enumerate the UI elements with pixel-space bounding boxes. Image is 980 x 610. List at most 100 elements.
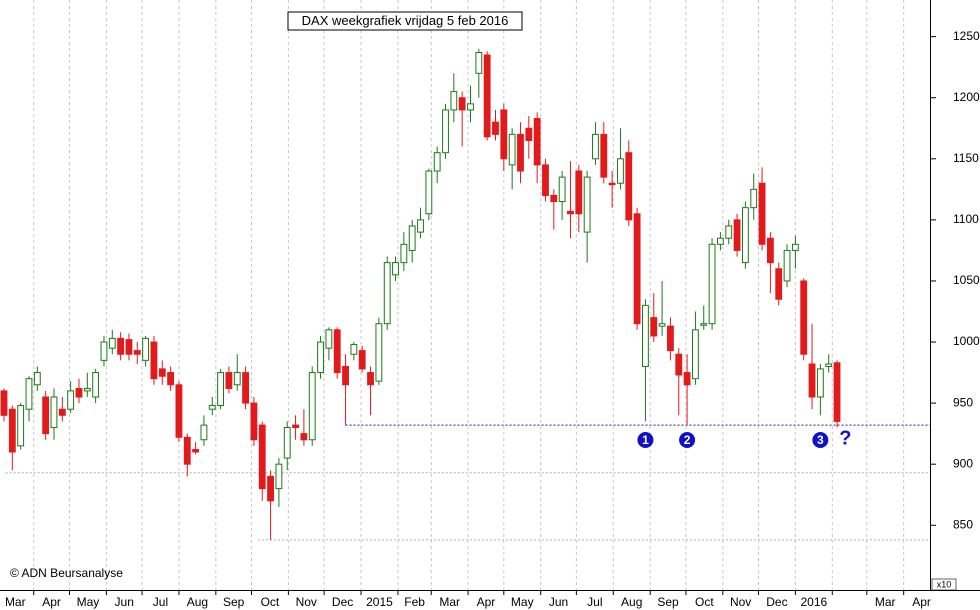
candle-body (716, 237, 724, 245)
candle-body (292, 424, 299, 429)
candle-body (267, 475, 274, 502)
candle-body (25, 378, 33, 410)
candle-body (542, 164, 549, 196)
candle-body (408, 225, 416, 251)
candle-body (658, 323, 666, 327)
x-tick-label: May (511, 595, 534, 609)
y-tick-label: 1150 (953, 151, 979, 165)
candle-body (217, 372, 225, 407)
candle-body (825, 363, 833, 367)
axis-multiplier: x10 (937, 579, 952, 589)
candle-body (642, 304, 649, 367)
candle-body (242, 372, 249, 404)
candle-body (567, 210, 574, 215)
x-tick-label: Apr (477, 595, 496, 609)
candle-body (175, 384, 183, 438)
y-tick-label: 1250 (953, 29, 980, 43)
candle-body (700, 323, 708, 326)
candle-body (675, 353, 683, 376)
candle-body (467, 103, 474, 111)
candle-body (708, 243, 716, 325)
candle-body (358, 350, 366, 370)
candle-body (608, 182, 616, 186)
candle-body (417, 219, 424, 233)
candle-body (550, 194, 558, 203)
candle-body (725, 225, 733, 239)
candle-body (383, 262, 391, 325)
candle-body (766, 237, 774, 264)
multiplier-box (931, 578, 957, 591)
x-tick-label: Jul (153, 595, 168, 609)
marker-label: 3 (817, 433, 824, 447)
candle-body (625, 152, 633, 221)
candle-body (317, 341, 324, 374)
candle-body (308, 372, 316, 441)
marker-circle (637, 432, 654, 448)
candle-body (300, 433, 308, 441)
x-tick-label: Jun (115, 595, 134, 609)
marker-circle (679, 432, 696, 448)
candle-body (142, 337, 150, 361)
x-tick-label: 2016 (800, 595, 827, 609)
x-tick-label: Jun (549, 595, 568, 609)
title-box (287, 11, 523, 31)
candle-body (492, 121, 499, 135)
candle-body (133, 350, 141, 355)
candle-body (800, 280, 808, 355)
candle-body (533, 117, 541, 166)
x-tick-label: Nov (296, 595, 317, 609)
candle-body (500, 109, 508, 160)
candle-body (200, 424, 208, 441)
candle-body (450, 91, 458, 111)
candle-body (433, 152, 441, 172)
candle-body (233, 372, 241, 386)
copyright: © ADN Beursanalyse (10, 566, 123, 580)
candle-body (816, 368, 824, 398)
y-tick-label: 1000 (953, 334, 980, 348)
x-tick-label: Sep (223, 595, 245, 609)
candle-body (483, 54, 491, 138)
x-tick-label: Aug (187, 595, 208, 609)
x-tick-label: Sep (657, 595, 679, 609)
candle-body (525, 127, 533, 141)
y-tick-label: 1050 (953, 273, 980, 287)
candle-body (108, 337, 116, 349)
y-tick-label: 1100 (953, 212, 979, 226)
candle-body (425, 170, 433, 215)
candle-body (750, 188, 758, 209)
candle-body (275, 463, 283, 490)
candle-body (225, 372, 233, 389)
candle-body (183, 436, 191, 465)
candle-body (617, 158, 624, 184)
candle-body (75, 387, 83, 398)
plot (0, 48, 841, 540)
candle-body (575, 170, 583, 215)
x-tick-label: May (77, 595, 100, 609)
y-tick-label: 1200 (953, 90, 980, 104)
x-tick-label: Mar (875, 595, 896, 609)
candle-body (583, 176, 591, 233)
candle-body (192, 449, 200, 453)
note: ? (839, 427, 851, 449)
x-tick-label: Mar (439, 595, 460, 609)
candle-body (741, 207, 749, 264)
candle-body (158, 368, 166, 377)
candle-body (633, 213, 641, 325)
x-tick-label: Feb (404, 595, 425, 609)
x-tick-label: Dec (766, 595, 787, 609)
candle-body (758, 182, 766, 245)
candle-body (58, 408, 66, 416)
candle-body (350, 343, 358, 355)
candle-body (250, 402, 258, 441)
chart-title: DAX weekgrafiek vrijdag 5 feb 2016 (302, 13, 509, 28)
candle-body (17, 405, 25, 447)
candle-body (342, 365, 349, 386)
x-tick-label: Mar (5, 595, 26, 609)
x-tick-label: Apr (912, 595, 931, 609)
candle-body (325, 329, 333, 349)
candle-body (0, 390, 8, 416)
candle-body (400, 243, 408, 264)
marker-label: 2 (684, 433, 691, 447)
x-tick-label: Aug (621, 595, 642, 609)
